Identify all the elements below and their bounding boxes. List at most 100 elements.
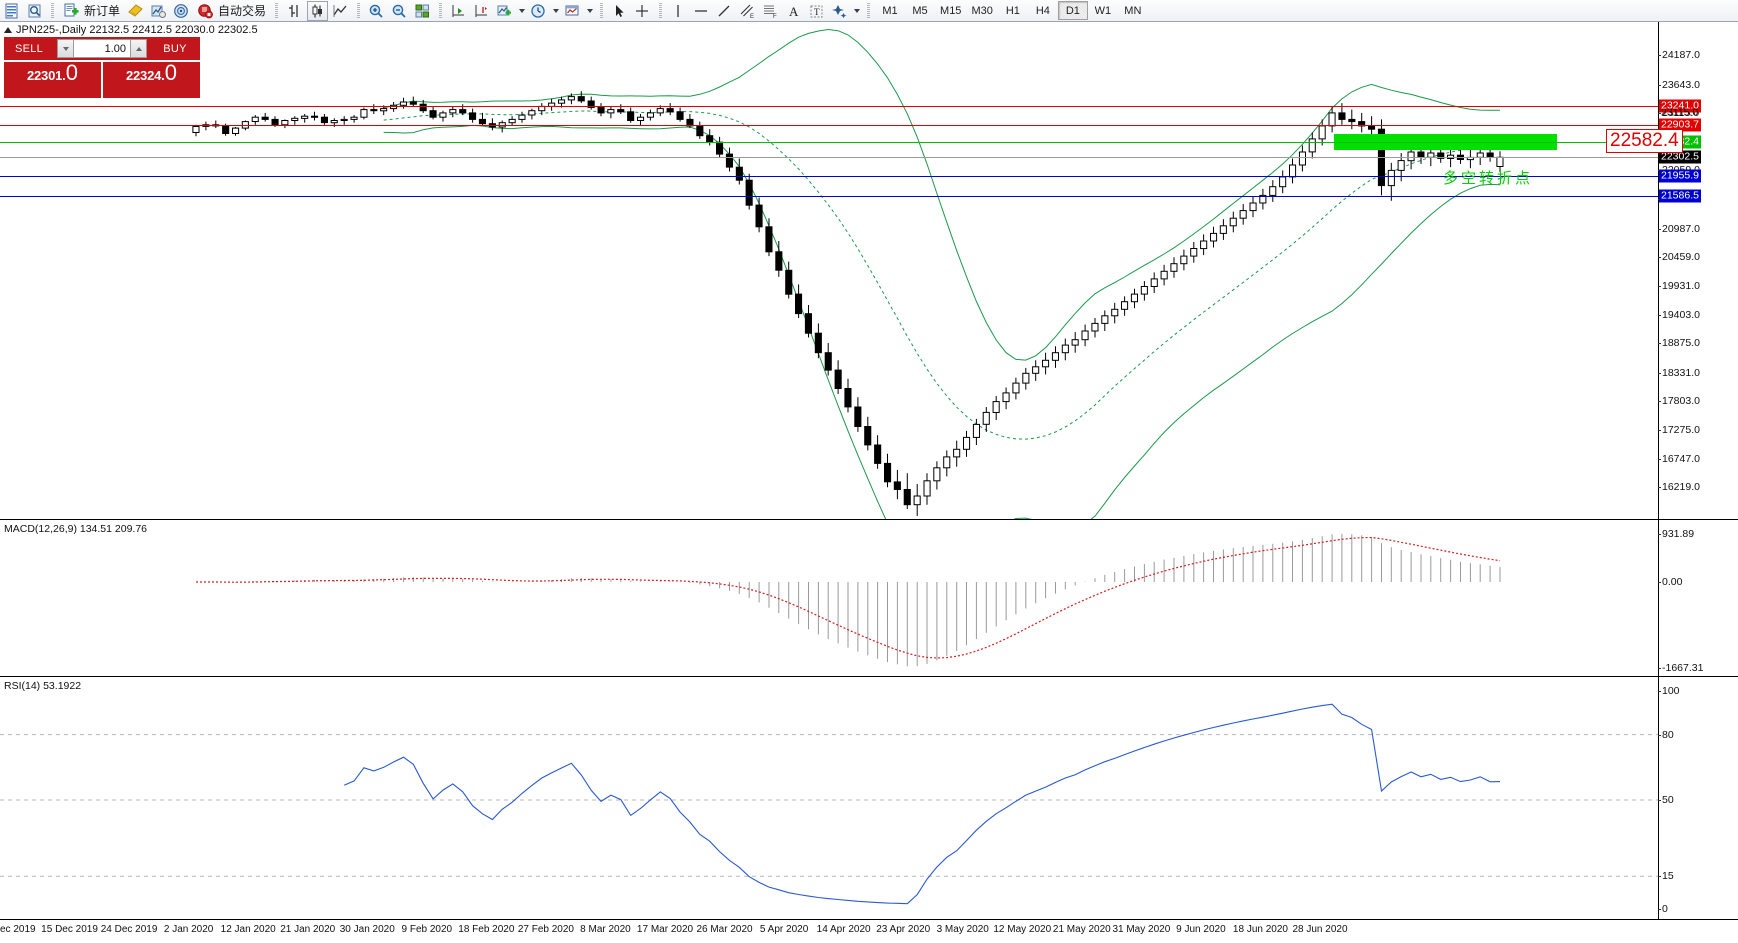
cursor-icon[interactable] (609, 1, 630, 21)
price-level-badge[interactable]: 21586.5 (1659, 189, 1701, 203)
price-tick: 17275.0 (1658, 424, 1700, 437)
macd-tick: 0.00 (1657, 576, 1683, 589)
price-tick: 20459.0 (1658, 251, 1700, 264)
fibonacci-retracement-icon[interactable]: F (760, 1, 781, 21)
timeframe-m30-button[interactable]: M30 (971, 4, 993, 17)
new-order-button[interactable]: 新订单 (59, 1, 124, 21)
templates-icon[interactable] (562, 1, 583, 21)
autotrading-button[interactable]: 自动交易 (193, 1, 270, 21)
trendline-icon[interactable] (714, 1, 735, 21)
price-level-line[interactable] (0, 106, 1658, 108)
volume-increase-button[interactable] (130, 39, 147, 58)
tile-windows-icon[interactable] (412, 1, 433, 21)
expert-advisors-icon[interactable] (125, 1, 146, 21)
rsi-tick: 100 (1658, 685, 1680, 697)
date-tick: 23 Apr 2020 (876, 924, 931, 935)
market-watch-icon[interactable] (1, 1, 22, 21)
signals-icon[interactable] (171, 1, 192, 21)
date-tick: 15 Dec 2019 (41, 924, 98, 935)
arrows-icon[interactable] (829, 1, 850, 21)
chart-symbol-title: JPN225-,Daily 22132.5 22412.5 22030.0 22… (4, 24, 258, 36)
add-indicator-dropdown-chevron-down-icon[interactable] (516, 1, 527, 21)
timeframe-m1-button[interactable]: M1 (882, 4, 898, 17)
line-chart-icon[interactable] (330, 1, 351, 21)
date-tick: 26 Mar 2020 (696, 924, 753, 935)
price-tick: 16747.0 (1658, 452, 1700, 465)
macd-axis-line (1658, 520, 1659, 676)
price-level-line[interactable] (0, 157, 1658, 159)
templates-dropdown-chevron-down-icon[interactable] (584, 1, 595, 21)
auto-scroll-icon[interactable] (471, 1, 492, 21)
rsi-plot-area[interactable] (0, 677, 1658, 919)
chart-symbol-text: JPN225-,Daily 22132.5 22412.5 22030.0 22… (16, 24, 258, 36)
autotrading-label: 自动交易 (218, 4, 267, 18)
price-tick: 18331.0 (1658, 366, 1700, 379)
volume-decrease-button[interactable] (57, 39, 74, 58)
timeframe-d1-button[interactable]: D1 (1057, 1, 1088, 20)
one-click-trading-panel[interactable]: SELL 1.00 BUY 22301 . 0 22324 . 0 (4, 37, 200, 98)
rsi-axis-line (1658, 677, 1659, 919)
horizontal-line-icon[interactable] (691, 1, 712, 21)
timeframe-h4-button[interactable]: H4 (1035, 4, 1050, 17)
price-level-line[interactable] (0, 196, 1658, 198)
chart-shift-icon[interactable] (448, 1, 469, 21)
date-tick: 5 Apr 2020 (759, 924, 809, 935)
toolbar-separator (273, 2, 280, 20)
indicators-icon[interactable] (148, 1, 169, 21)
period-clock-icon[interactable] (528, 1, 549, 21)
data-window-icon[interactable] (24, 1, 45, 21)
price-tick: 19931.0 (1658, 279, 1700, 292)
macd-plot-area[interactable] (0, 520, 1658, 676)
period-dropdown-chevron-down-icon[interactable] (550, 1, 561, 21)
price-level-badge[interactable]: 21955.9 (1659, 169, 1701, 183)
crosshair-icon[interactable] (632, 1, 653, 21)
svg-text:A: A (789, 4, 799, 19)
vertical-line-icon[interactable] (668, 1, 689, 21)
date-tick: 8 Mar 2020 (580, 924, 631, 935)
rsi-tick: 50 (1658, 794, 1674, 806)
equidistant-channel-icon[interactable]: E (737, 1, 758, 21)
timeframe-w1-button[interactable]: W1 (1094, 4, 1112, 17)
price-tick: 23643.0 (1658, 78, 1700, 91)
bar-chart-icon[interactable] (284, 1, 305, 21)
timeframe-m5-button[interactable]: M5 (912, 4, 928, 17)
text-label-icon[interactable]: T (806, 1, 827, 21)
price-annotation-label[interactable]: 22582.4 (1606, 129, 1683, 154)
main-toolbar: 新订单 自动交易 (0, 0, 1738, 22)
volume-stepper[interactable]: 1.00 (54, 37, 150, 60)
buy-button[interactable]: 22324 . 0 (103, 62, 200, 98)
price-level-badge[interactable]: 22302.5 (1659, 150, 1701, 164)
price-level-badge[interactable]: 23115.0 (1661, 106, 1699, 119)
timeframe-h1-button[interactable]: H1 (1005, 4, 1020, 17)
turning-point-note[interactable]: 多空转折点 (1443, 169, 1534, 187)
sell-button[interactable]: 22301 . 0 (4, 62, 101, 98)
arrows-dropdown-chevron-down-icon[interactable] (851, 1, 862, 21)
price-plot-area[interactable] (0, 22, 1658, 519)
macd-label: MACD(12,26,9) 134.51 209.76 (4, 523, 148, 535)
zoom-in-icon[interactable] (366, 1, 387, 21)
price-tick: 18875.0 (1658, 337, 1700, 350)
price-level-line[interactable] (0, 124, 1658, 126)
date-tick: 5 Dec 2019 (0, 924, 36, 935)
macd-tick: 931.89 (1657, 528, 1695, 540)
date-tick: 2 Jan 2020 (163, 924, 214, 935)
date-tick: 24 Dec 2019 (100, 924, 158, 935)
date-tick: 12 Jan 2020 (220, 924, 276, 935)
zoom-out-icon[interactable] (389, 1, 410, 21)
svg-text:F: F (773, 14, 777, 19)
add-indicator-icon[interactable] (494, 1, 515, 21)
timeframe-m15-button[interactable]: M15 (940, 4, 962, 17)
date-tick: 18 Feb 2020 (458, 924, 515, 935)
price-level-badge[interactable]: 23241.0 (1659, 99, 1701, 113)
price-level-badge[interactable]: 22903.7 (1659, 118, 1701, 132)
candlestick-chart-icon[interactable] (307, 0, 329, 21)
price-level-line[interactable] (0, 176, 1658, 178)
svg-text:T: T (814, 7, 820, 17)
price-level-line[interactable] (0, 142, 1658, 144)
timeframe-mn-button[interactable]: MN (1124, 4, 1142, 17)
buy-price-integer: 22324 (125, 68, 162, 83)
text-icon[interactable]: A (783, 1, 804, 21)
volume-input[interactable]: 1.00 (74, 39, 130, 58)
